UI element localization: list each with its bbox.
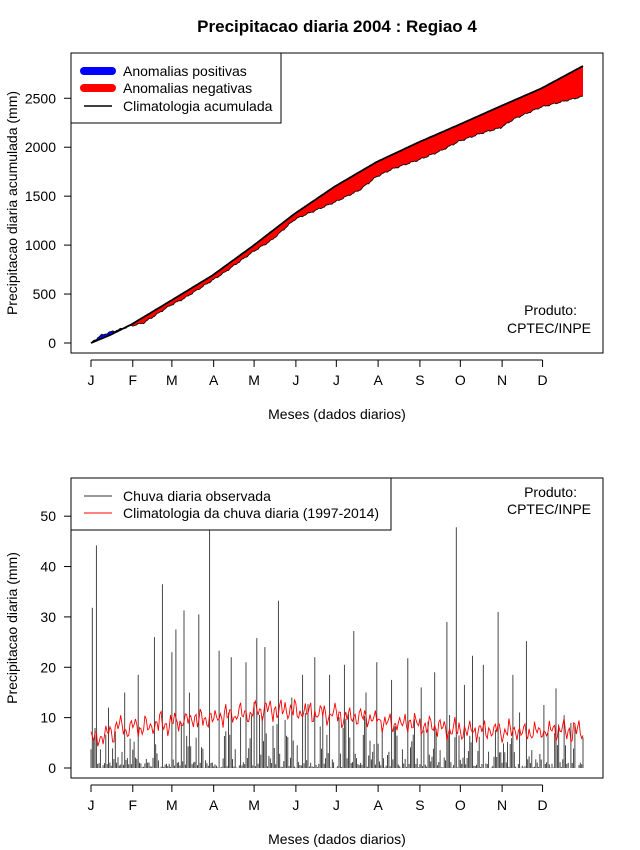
bottom-x-tick-label: M: [248, 797, 260, 813]
top-x-tick-label: F: [129, 372, 138, 388]
bottom-x-tick-label: A: [209, 797, 219, 813]
daily-precipitation-panel: 0 10 20 30 40 50 J F M A M J J A S O N D Precipitacao di…: [4, 477, 604, 847]
bottom-x-tick-label: M: [166, 797, 178, 813]
bottom-x-axis-label: Meses (dados diarios): [268, 831, 406, 847]
legend-entry-daily-climatology: Climatologia da chuva diaria (1997-2014): [123, 505, 379, 521]
bottom-x-tick-label: F: [129, 797, 138, 813]
top-y-tick-label: 2000: [25, 139, 56, 155]
bottom-y-tick-label: 30: [40, 609, 56, 625]
bottom-y-tick-label: 50: [40, 508, 56, 524]
bottom-y-axis-label: Precipitacao diaria (mm): [4, 552, 20, 704]
legend-entry-climatology: Climatologia acumulada: [123, 98, 273, 114]
bottom-x-tick-label: J: [292, 797, 299, 813]
top-legend: Anomalias positivas Anomalias negativas …: [70, 52, 282, 124]
climatology-line-layer: [90, 699, 584, 747]
top-y-axis-label: Precipitacao diaria acumulada (mm): [4, 91, 20, 315]
cumulative-lines-layer: [90, 65, 584, 344]
legend-entry-observed: Chuva diaria observada: [123, 488, 271, 504]
top-x-tick-label: S: [415, 372, 424, 388]
observed-rain-spikes: [90, 527, 584, 768]
top-x-tick-label: D: [537, 372, 547, 388]
bottom-x-tick-label: A: [373, 797, 383, 813]
top-y-tick-label: 2500: [25, 90, 56, 106]
observed-cumulative-line: [90, 95, 584, 344]
bottom-y-tick-label: 20: [40, 659, 56, 675]
bottom-y-tick-label: 10: [40, 710, 56, 726]
bottom-x-tick-label: S: [415, 797, 424, 813]
bottom-x-tick-label: N: [497, 797, 507, 813]
bottom-y-tick-label: 40: [40, 559, 56, 575]
bottom-credit-line-2: CPTEC/INPE: [507, 501, 591, 517]
top-x-tick-label: O: [455, 372, 466, 388]
top-credit-line-1: Produto:: [524, 302, 577, 318]
top-y-axis: 0 500 1000 1500 2000 2500: [25, 90, 71, 351]
legend-entry-positive: Anomalias positivas: [123, 63, 247, 79]
figure-title: Precipitacao diaria 2004 : Regiao 4: [197, 17, 477, 36]
top-x-axis-label: Meses (dados diarios): [268, 406, 406, 422]
top-x-tick-label: J: [333, 372, 340, 388]
negative-anomaly-area: [124, 66, 583, 329]
climatology-cumulative-line: [90, 65, 584, 344]
daily-climatology-line: [90, 699, 584, 747]
bottom-x-tick-label: J: [88, 797, 95, 813]
top-x-tick-label: A: [209, 372, 219, 388]
bottom-x-tick-label: O: [455, 797, 466, 813]
top-x-tick-label: J: [88, 372, 95, 388]
top-plot-frame: [70, 52, 604, 354]
top-x-tick-label: A: [373, 372, 383, 388]
top-x-tick-label: M: [248, 372, 260, 388]
top-y-tick-label: 0: [48, 335, 56, 351]
bottom-y-axis: 0 10 20 30 40 50: [40, 508, 71, 776]
bottom-x-tick-label: J: [333, 797, 340, 813]
bottom-legend-box: [70, 477, 392, 531]
top-y-tick-label: 1500: [25, 188, 56, 204]
bottom-y-tick-label: 0: [48, 760, 56, 776]
bottom-legend: Chuva diaria observada Climatologia da c…: [70, 477, 392, 531]
cumulative-precipitation-panel: 0 500 1000 1500 2000 2500 J F M A M J J A S O N D Precip…: [4, 52, 604, 422]
legend-entry-negative: Anomalias negativas: [123, 80, 252, 96]
bottom-credit-line-1: Produto:: [524, 484, 577, 500]
top-y-tick-label: 1000: [25, 237, 56, 253]
top-y-tick-label: 500: [33, 286, 57, 302]
top-x-tick-label: M: [166, 372, 178, 388]
bottom-x-tick-label: D: [537, 797, 547, 813]
top-credit-line-2: CPTEC/INPE: [507, 320, 591, 336]
top-x-tick-label: J: [292, 372, 299, 388]
top-x-tick-label: N: [497, 372, 507, 388]
